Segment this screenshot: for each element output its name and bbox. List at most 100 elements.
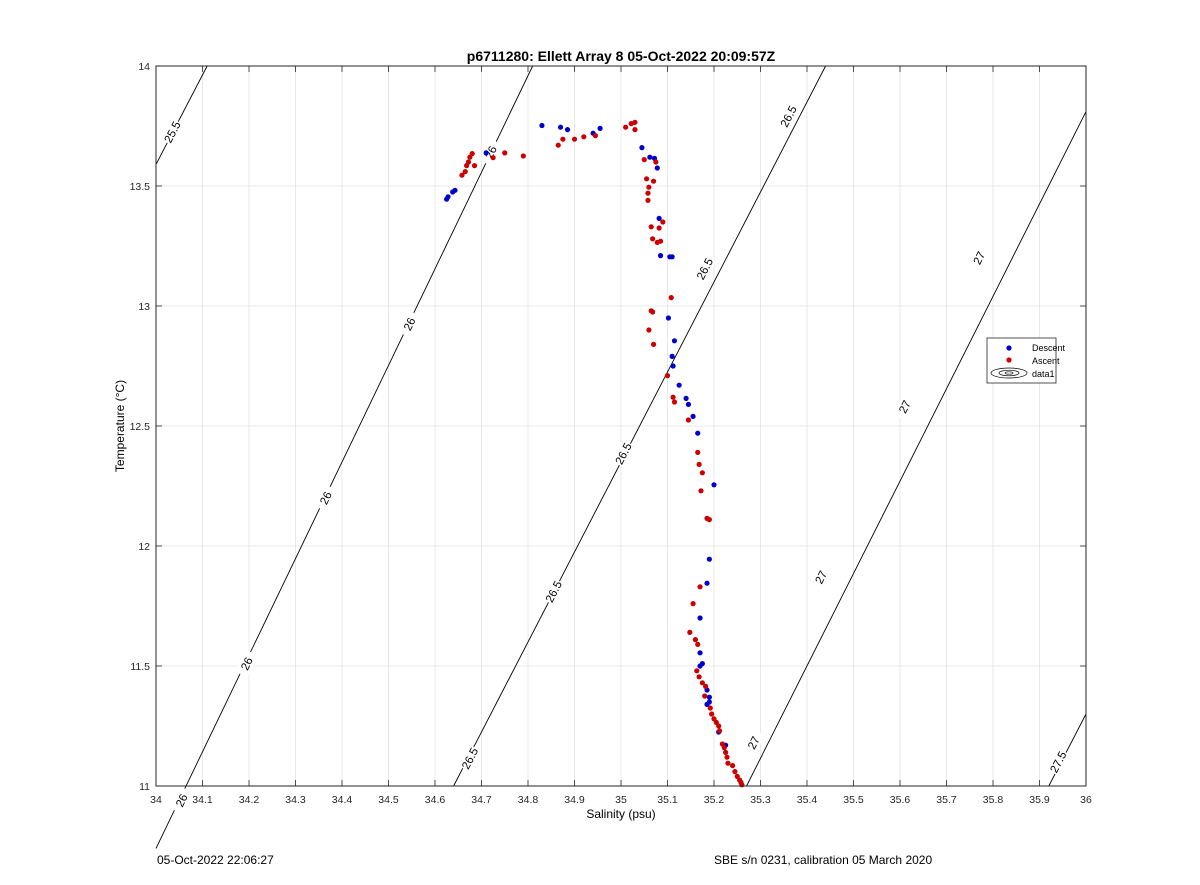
isopycnal-label-bg	[397, 310, 421, 338]
ascent-point	[699, 680, 705, 686]
ascent-point	[646, 327, 652, 333]
isopycnal-label-bg	[479, 138, 503, 167]
ascent-point	[732, 769, 738, 775]
isopycnal-line-27-5	[1048, 713, 1087, 787]
y-axis-label: Temperature (°C)	[113, 380, 127, 472]
ascent-point	[721, 745, 727, 751]
isopycnal-label-bg	[741, 728, 766, 757]
isopycnal-lines	[155, 65, 1087, 849]
ascent-point	[465, 159, 472, 165]
descent-point	[557, 124, 564, 130]
isopycnal-label: 27	[967, 244, 991, 272]
isopycnal-label: 26	[235, 649, 259, 678]
x-tick-label: 34.5	[378, 794, 399, 806]
isopycnal-label-bg	[776, 102, 801, 131]
ascent-point	[653, 159, 659, 165]
x-tick-label: 34.7	[471, 794, 492, 806]
y-tick-label: 11	[139, 781, 150, 793]
ascent-point	[707, 705, 713, 711]
ascent-point	[643, 176, 650, 182]
isopycnal-label-text: 27	[897, 399, 913, 416]
descent-point	[483, 150, 489, 156]
x-tick-label: 35.5	[843, 794, 864, 806]
isopycnal-label-text: 27	[814, 569, 830, 586]
x-tick-label: 34	[150, 794, 162, 806]
y-tick-label: 14	[138, 61, 150, 73]
footer-timestamp: 05-Oct-2022 22:06:27	[157, 853, 274, 867]
ascent-point	[650, 309, 656, 315]
ascent-point	[716, 723, 722, 729]
y-tick-label: 13.5	[130, 181, 151, 193]
isopycnal-label: 26	[397, 310, 421, 338]
ascent-point	[706, 517, 712, 523]
ascent-point	[696, 461, 702, 467]
ascent-point	[696, 674, 702, 680]
ascent-point	[592, 133, 599, 139]
x-tick-label: 35.6	[890, 794, 911, 806]
descent-point	[695, 430, 701, 436]
descent-point	[564, 127, 571, 133]
chart-title: p6711280: Ellett Array 8 05-Oct-2022 20:…	[467, 48, 776, 64]
ascent-point	[555, 142, 561, 148]
descent-point	[697, 663, 703, 669]
ascent-point	[657, 238, 664, 244]
x-tick-label: 34.8	[518, 794, 539, 806]
ascent-point	[668, 295, 674, 301]
legend-ascent-label: Ascent	[1032, 356, 1060, 366]
ascent-point	[698, 488, 704, 494]
y-tick-label: 11.5	[130, 661, 150, 673]
x-tick-label: 34.1	[192, 794, 213, 806]
legend-ascent-marker	[1006, 357, 1012, 363]
x-axis-ticks: 34 34.1 34.2 34.3 34.4 34.5 34.6 34.7 34.8 34.9 35…	[150, 66, 1092, 806]
isopycnal-line-27	[746, 111, 1087, 787]
isopycnal-labels: 25.5262626262626.526.526.526.526.5272727…	[160, 102, 1070, 815]
x-axis-label: Salinity (psu)	[586, 807, 655, 821]
ascent-point	[560, 136, 566, 142]
x-tick-label: 34.4	[332, 794, 353, 806]
x-tick-label: 35.7	[936, 794, 957, 806]
isopycnal-label-bg	[235, 649, 259, 678]
descent-point	[597, 125, 603, 131]
isopycnal-label-bg	[692, 254, 717, 283]
ascent-point	[697, 584, 703, 590]
descent-point	[690, 413, 696, 419]
x-tick-label: 34.9	[564, 794, 585, 806]
ascent-point	[471, 163, 478, 169]
y-tick-label: 12.5	[130, 421, 151, 433]
ascent-point	[490, 155, 496, 161]
descent-point	[452, 187, 458, 193]
descent-point	[671, 338, 678, 344]
ascent-point	[725, 760, 731, 766]
descent-point	[445, 194, 451, 200]
x-tick-label: 34.3	[285, 794, 306, 806]
descent-point	[657, 253, 664, 259]
x-tick-label: 35.2	[704, 794, 725, 806]
ascent-point	[702, 693, 708, 699]
isopycnal-label: 27	[809, 563, 833, 592]
descent-point	[669, 353, 675, 359]
ascent-point	[623, 124, 629, 130]
ascent-point	[703, 683, 709, 690]
descent-point	[697, 650, 703, 656]
isopycnal-line-26-5	[453, 65, 826, 787]
ascent-point	[650, 341, 657, 347]
isopycnal-label-text: 27	[746, 735, 762, 752]
descent-point	[676, 382, 682, 388]
ascent-point	[459, 172, 465, 178]
descent-point	[685, 401, 692, 407]
isopycnal-label-bg	[1046, 748, 1070, 776]
descent-point	[697, 615, 703, 621]
isopycnal-label-text: 26	[318, 490, 334, 507]
legend-descent-label: Descent	[1032, 343, 1066, 353]
ascent-point	[709, 711, 715, 717]
ascent-point	[690, 601, 696, 607]
isopycnal-label: 26	[170, 786, 194, 815]
ascent-point	[660, 219, 666, 225]
ascent-point	[462, 169, 468, 175]
descent-point	[706, 556, 712, 562]
x-tick-label: 35.8	[983, 794, 1004, 806]
ascent-point	[685, 417, 692, 423]
descent-point	[669, 254, 675, 260]
isopycnal-line-25-5	[155, 65, 208, 165]
ascent-point	[692, 637, 699, 643]
